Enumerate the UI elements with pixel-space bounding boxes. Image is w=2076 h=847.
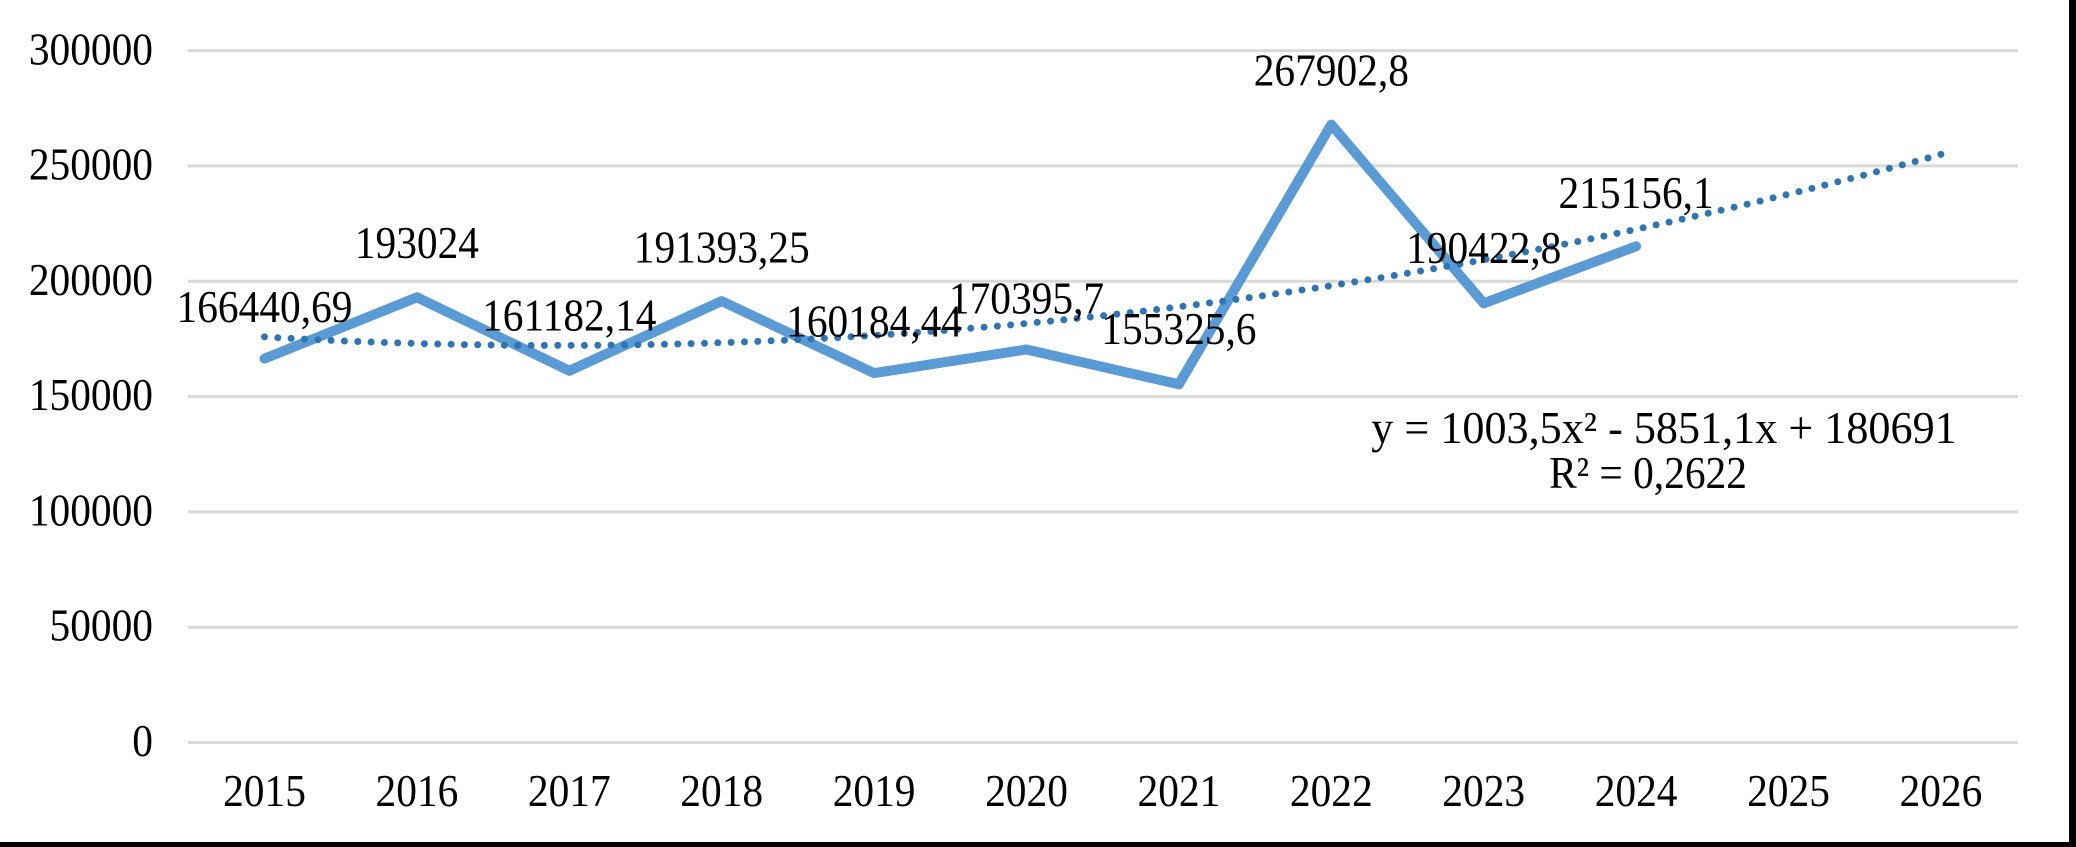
svg-text:2020: 2020 — [985, 766, 1068, 816]
svg-text:2015: 2015 — [223, 766, 306, 816]
svg-text:250000: 250000 — [29, 140, 153, 190]
svg-text:0: 0 — [132, 716, 153, 766]
svg-text:2024: 2024 — [1595, 766, 1678, 816]
svg-text:190422,8: 190422,8 — [1406, 223, 1561, 273]
svg-text:2016: 2016 — [376, 766, 459, 816]
svg-text:2026: 2026 — [1900, 766, 1983, 816]
svg-text:R² = 0,2622: R² = 0,2622 — [1549, 448, 1747, 498]
svg-text:2017: 2017 — [528, 766, 611, 816]
svg-text:150000: 150000 — [29, 370, 153, 420]
svg-text:50000: 50000 — [50, 601, 153, 651]
svg-text:160184,44: 160184,44 — [786, 296, 962, 346]
svg-text:2019: 2019 — [833, 766, 916, 816]
svg-text:2023: 2023 — [1442, 766, 1525, 816]
svg-text:166440,69: 166440,69 — [177, 282, 353, 332]
svg-text:2025: 2025 — [1747, 766, 1830, 816]
svg-text:2021: 2021 — [1138, 766, 1221, 816]
svg-text:193024: 193024 — [355, 218, 479, 268]
svg-text:191393,25: 191393,25 — [634, 223, 810, 273]
svg-text:155325,6: 155325,6 — [1101, 304, 1256, 354]
svg-text:215156,1: 215156,1 — [1558, 168, 1713, 218]
svg-text:300000: 300000 — [29, 24, 153, 74]
svg-text:2022: 2022 — [1290, 766, 1373, 816]
svg-text:161182,14: 161182,14 — [482, 290, 656, 340]
svg-text:267902,8: 267902,8 — [1254, 46, 1409, 96]
svg-text:200000: 200000 — [29, 255, 153, 305]
svg-text:100000: 100000 — [29, 485, 153, 535]
svg-text:y = 1003,5x² - 5851,1x + 18069: y = 1003,5x² - 5851,1x + 180691 — [1371, 402, 1956, 453]
svg-text:2018: 2018 — [680, 766, 763, 816]
svg-text:170395,7: 170395,7 — [949, 273, 1104, 323]
